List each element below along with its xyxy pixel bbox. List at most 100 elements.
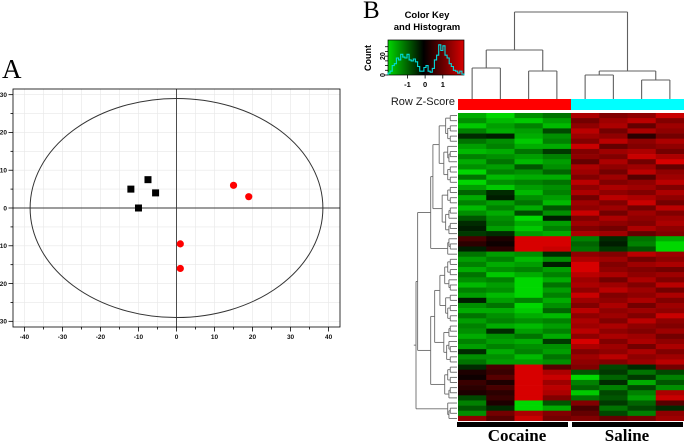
heatmap-cell xyxy=(571,154,600,160)
heatmap-cell xyxy=(514,302,544,309)
heatmap-cell xyxy=(571,195,600,201)
heatmap-cell xyxy=(486,113,515,119)
heatmap-cell xyxy=(627,400,657,406)
heatmap-cell xyxy=(486,231,515,237)
heatmap-cell xyxy=(458,302,487,309)
heatmap-cell xyxy=(599,302,628,309)
heatmap-cell xyxy=(458,364,487,371)
axis-tick-labels: -40 -30 -20 -10 0 10 20 30 40 -30 -20 -10 0 10 20 30 xyxy=(0,92,333,341)
x-tick-label: 0 xyxy=(175,334,179,341)
heatmap-cell xyxy=(599,313,628,319)
heatmap-cell xyxy=(599,338,628,345)
heatmap-cell xyxy=(571,369,600,376)
heatmap-cell xyxy=(627,302,657,309)
heatmap-cell xyxy=(514,179,544,186)
heatmap-cell xyxy=(514,231,544,237)
heatmap-cell xyxy=(571,410,600,417)
heatmap-cell xyxy=(571,215,600,222)
heatmap-cell xyxy=(486,210,515,217)
heatmap-cell xyxy=(514,236,544,242)
heatmap-cell xyxy=(655,323,684,329)
heatmap-cell xyxy=(571,277,600,283)
heatmap-cell xyxy=(514,354,544,360)
heatmap-cell xyxy=(599,241,628,247)
heatmap-cell xyxy=(655,143,684,150)
heatmap-cell xyxy=(486,123,515,129)
heatmap-cell xyxy=(627,395,657,401)
heatmap-cell xyxy=(627,159,657,165)
heatmap-cell xyxy=(486,272,515,278)
heatmap-cell xyxy=(599,128,628,134)
heatmap-cell xyxy=(458,292,487,299)
heatmap-cell xyxy=(571,328,600,335)
scatter-point-circle xyxy=(176,240,184,248)
heatmap-cell xyxy=(599,236,628,242)
heatmap-cell xyxy=(486,410,515,417)
heatmap-cell xyxy=(458,369,487,376)
heatmap-cell xyxy=(542,297,572,304)
heatmap-cell xyxy=(627,220,657,227)
heatmap-cell xyxy=(514,246,544,252)
heatmap-cell xyxy=(514,138,544,145)
heatmap-cell xyxy=(514,313,544,319)
histogram-curve xyxy=(387,44,465,75)
heatmap-cell xyxy=(571,364,600,371)
heatmap-cell xyxy=(486,241,515,247)
heatmap-cell xyxy=(599,272,628,278)
color-key-histogram: 0 20 -1 0 1 xyxy=(380,39,465,89)
heatmap-cell xyxy=(627,349,657,355)
heatmap-cell xyxy=(627,323,657,329)
heatmap-cell xyxy=(486,282,515,288)
heatmap-cell xyxy=(571,164,600,170)
heatmap-cell xyxy=(542,364,572,371)
heatmap-cell xyxy=(627,385,657,391)
heatmap-cell xyxy=(655,200,684,206)
x-tick-label: -20 xyxy=(96,334,106,341)
y-tick-label: 10 xyxy=(0,168,7,175)
heatmap-cell xyxy=(458,385,487,391)
heatmap-cell xyxy=(542,395,572,401)
heatmap-cell xyxy=(599,261,628,268)
heatmap-cell xyxy=(571,344,600,350)
heatmap-cell xyxy=(571,256,600,263)
heatmap-cell xyxy=(655,364,684,371)
heatmap-cell xyxy=(655,410,684,417)
heatmap-cell xyxy=(655,205,684,211)
heatmap-cell xyxy=(458,241,487,247)
scatter-point-square xyxy=(127,185,135,193)
heatmap-cell xyxy=(542,123,572,129)
heatmap-cell xyxy=(514,364,544,371)
heatmap-cell xyxy=(571,272,600,278)
heatmap-cell xyxy=(458,374,487,381)
heatmap-cell xyxy=(571,184,600,191)
heatmap-cell xyxy=(571,282,600,288)
heatmap-cell xyxy=(542,328,572,335)
heatmap-cell xyxy=(655,318,684,324)
heatmap-cell xyxy=(542,210,572,217)
heatmap-cell xyxy=(514,225,544,232)
heatmap-cell xyxy=(514,385,544,391)
heatmap-cell xyxy=(655,210,684,217)
heatmap-cell xyxy=(458,138,487,145)
heatmap-cell xyxy=(599,297,628,304)
heatmap-cell xyxy=(571,379,600,386)
heatmap-cell xyxy=(458,251,487,258)
heatmap-cell xyxy=(514,410,544,417)
heatmap-cell xyxy=(486,333,515,340)
heatmap-cell xyxy=(599,318,628,324)
heatmap-cell xyxy=(627,138,657,145)
heatmap-cell xyxy=(655,190,684,196)
heatmap-cell xyxy=(627,179,657,186)
heatmap-cell xyxy=(655,297,684,304)
heatmap-cell xyxy=(542,349,572,355)
heatmap-cell xyxy=(571,205,600,211)
heatmap-cell xyxy=(571,174,600,181)
heatmap-cell xyxy=(627,215,657,222)
scatter-point-square xyxy=(134,204,142,212)
heatmap-cell xyxy=(542,415,572,421)
heatmap-cell xyxy=(458,261,487,268)
heatmap-cell xyxy=(458,113,487,119)
heatmap-cell xyxy=(627,292,657,299)
heatmap-cell xyxy=(486,344,515,350)
heatmap-cell xyxy=(486,148,515,155)
